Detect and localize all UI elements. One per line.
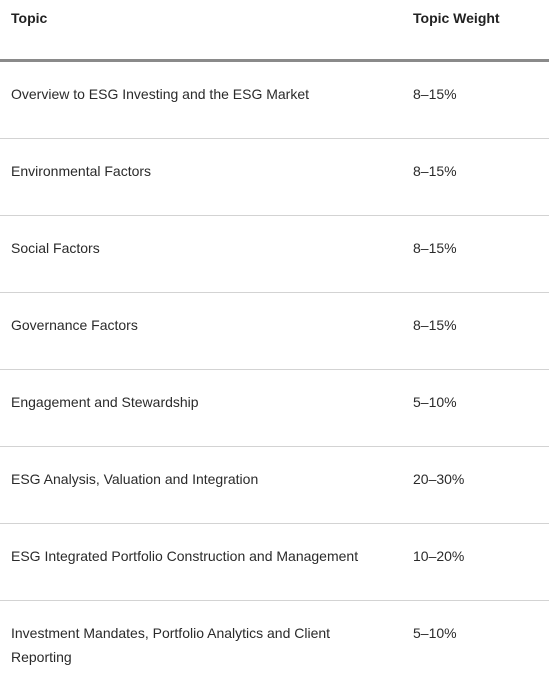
table-row: ESG Integrated Portfolio Construction an… xyxy=(0,524,549,601)
table-header: Topic Topic Weight xyxy=(0,0,549,62)
row-topic: Social Factors xyxy=(11,240,100,256)
row-topic: Environmental Factors xyxy=(11,163,152,179)
row-weight: 20–30% xyxy=(413,471,465,487)
row-weight: 8–15% xyxy=(413,86,457,102)
row-weight: 8–15% xyxy=(413,317,457,333)
table-row: Environmental Factors 8–15% xyxy=(0,139,549,216)
row-weight: 10–20% xyxy=(413,548,465,564)
row-weight: 5–10% xyxy=(413,625,457,641)
table-row: Engagement and Stewardship 5–10% xyxy=(0,370,549,447)
row-topic: Overview to ESG Investing and the ESG Ma… xyxy=(11,86,310,102)
table-row: Overview to ESG Investing and the ESG Ma… xyxy=(0,62,549,139)
table-row: Investment Mandates, Portfolio Analytics… xyxy=(0,601,549,681)
header-topic-weight: Topic Weight xyxy=(413,10,500,26)
row-topic: ESG Integrated Portfolio Construction an… xyxy=(11,548,359,564)
row-weight: 8–15% xyxy=(413,240,457,256)
row-topic: ESG Analysis, Valuation and Integration xyxy=(11,471,259,487)
row-topic: Investment Mandates, Portfolio Analytics… xyxy=(11,625,331,665)
row-weight: 8–15% xyxy=(413,163,457,179)
table-row: Social Factors 8–15% xyxy=(0,216,549,293)
row-topic: Governance Factors xyxy=(11,317,138,333)
table-row: Governance Factors 8–15% xyxy=(0,293,549,370)
row-topic: Engagement and Stewardship xyxy=(11,394,199,410)
table-row: ESG Analysis, Valuation and Integration … xyxy=(0,447,549,524)
row-weight: 5–10% xyxy=(413,394,457,410)
header-topic: Topic xyxy=(11,10,48,26)
